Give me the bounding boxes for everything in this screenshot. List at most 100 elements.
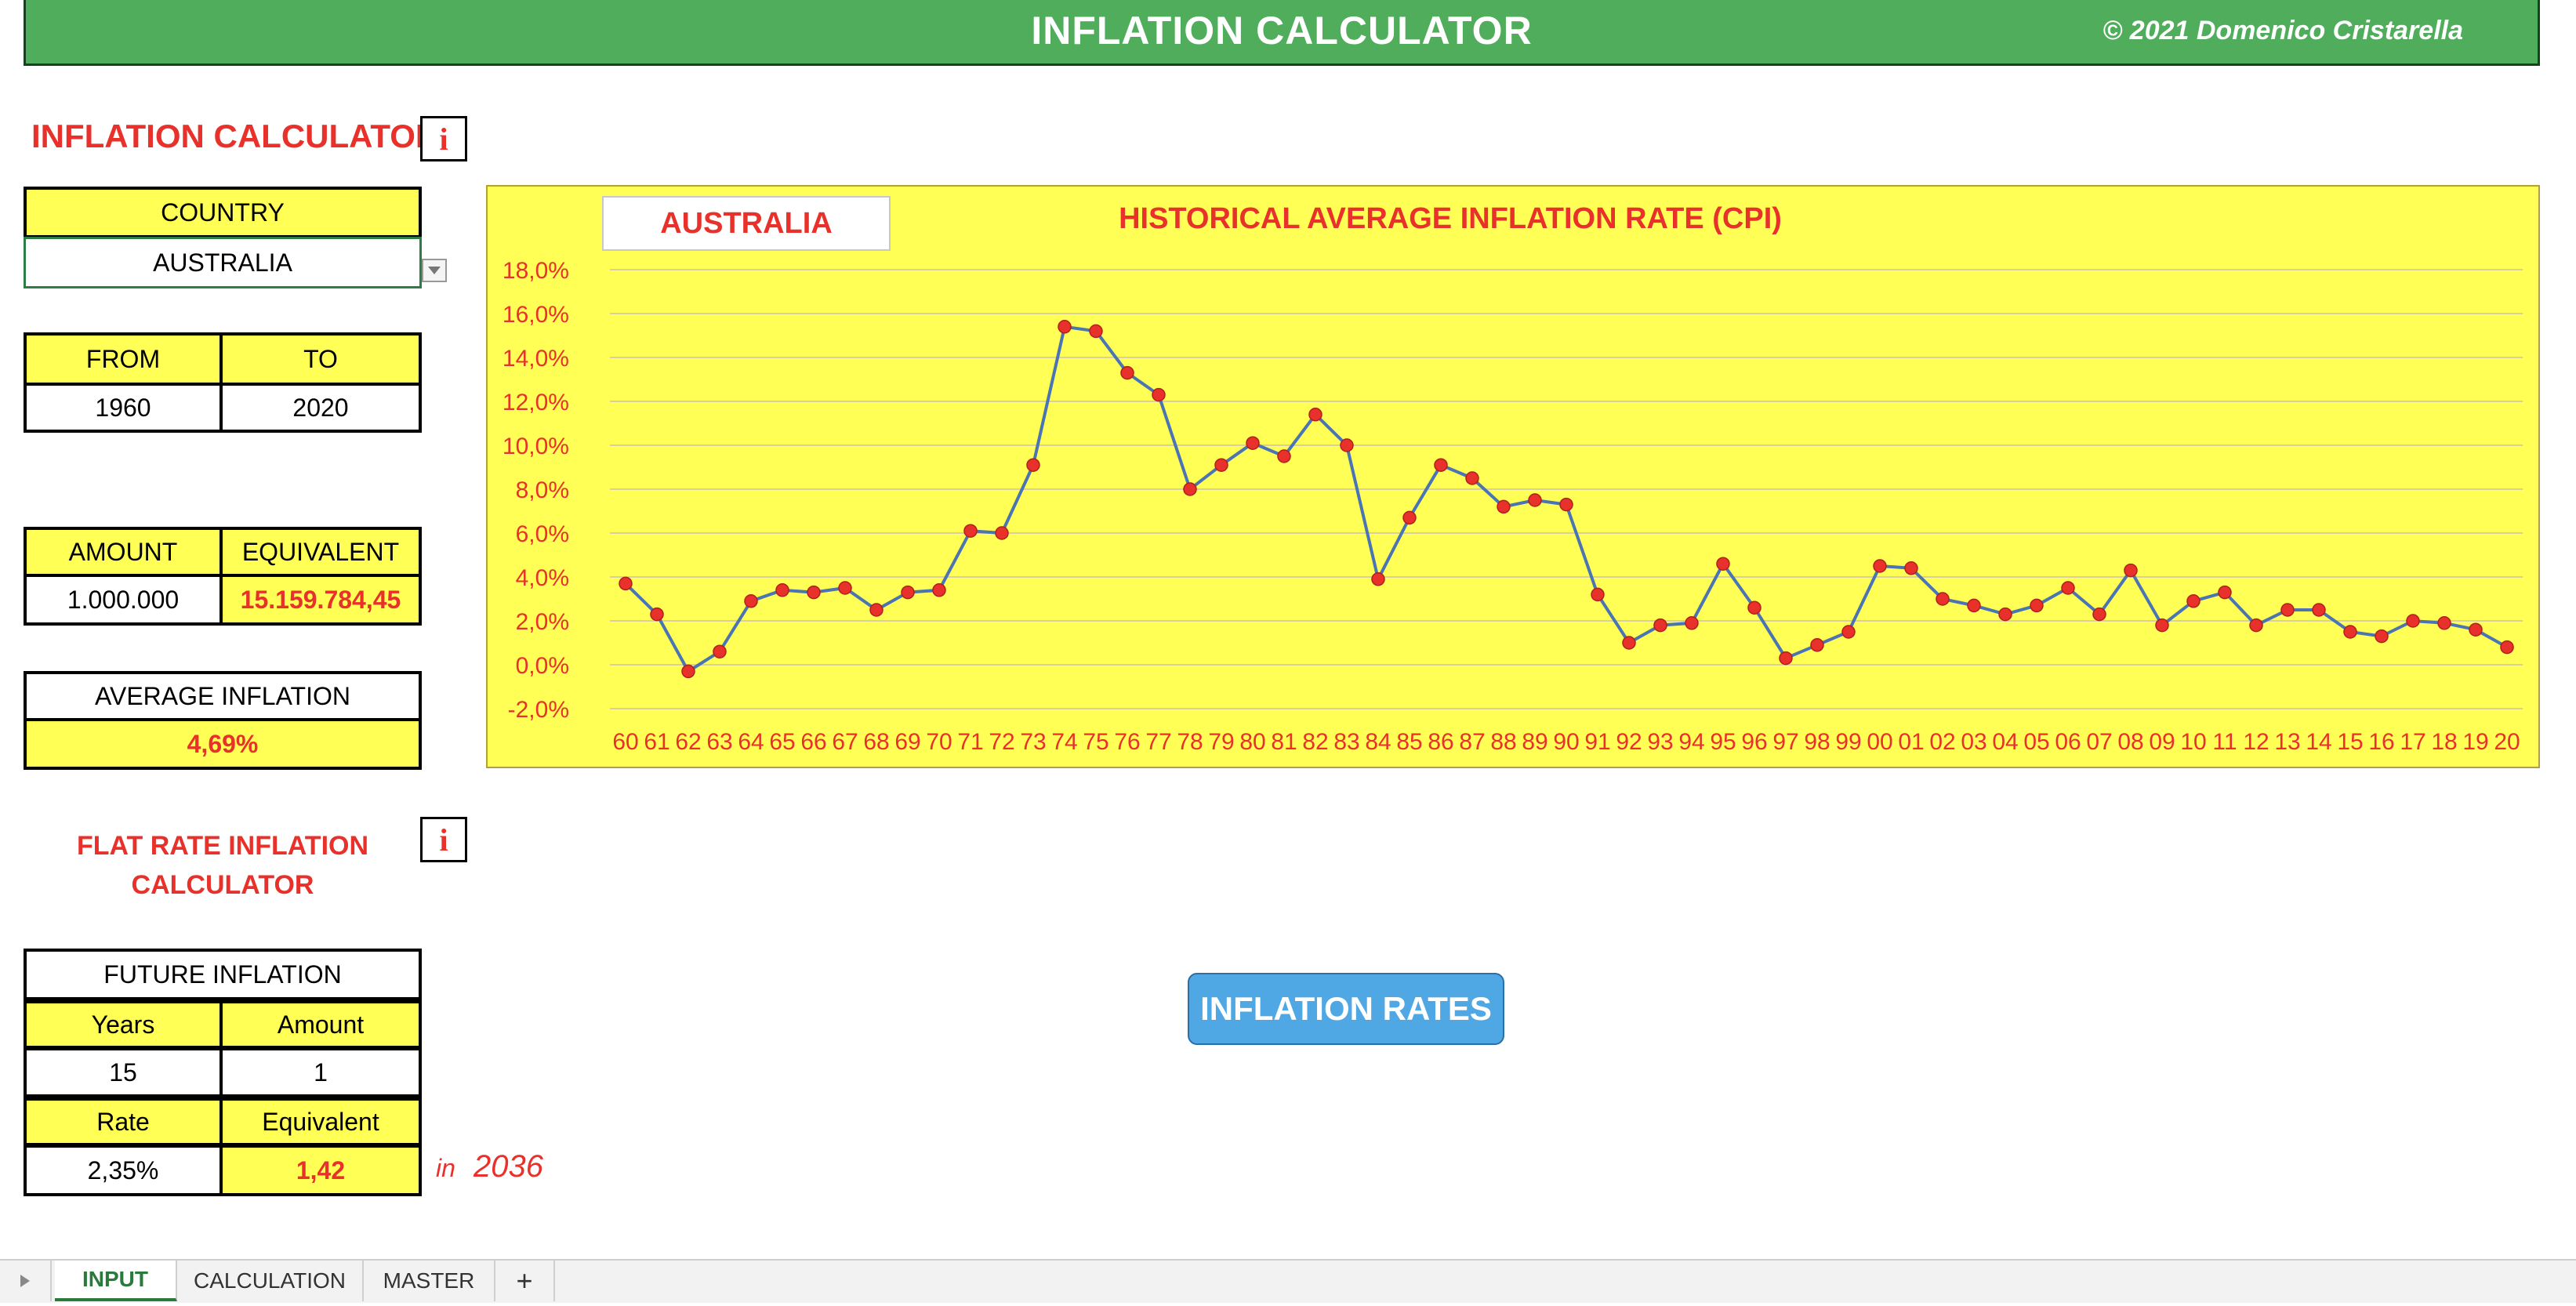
- data-point: [1904, 561, 1918, 575]
- data-point: [807, 585, 821, 600]
- info-icon[interactable]: i: [420, 116, 467, 161]
- chart-title: HISTORICAL AVERAGE INFLATION RATE (CPI): [1119, 202, 1782, 235]
- data-point: [1402, 510, 1417, 525]
- data-point: [1308, 408, 1322, 422]
- data-point: [838, 581, 852, 595]
- data-point: [2280, 603, 2295, 617]
- x-tick-label: 06: [2055, 729, 2081, 755]
- x-tick-label: 76: [1114, 729, 1140, 755]
- rate-input[interactable]: 2,35%: [24, 1145, 223, 1196]
- data-point: [932, 583, 946, 597]
- y-tick-label: 0,0%: [516, 653, 569, 679]
- sheet-nav-button[interactable]: [0, 1261, 52, 1301]
- tab-master[interactable]: MASTER: [364, 1261, 495, 1301]
- x-tick-label: 61: [644, 729, 669, 755]
- x-tick-label: 63: [706, 729, 732, 755]
- data-point: [1779, 651, 1793, 666]
- x-tick-label: 08: [2117, 729, 2143, 755]
- x-tick-label: 10: [2180, 729, 2206, 755]
- inflation-chart: 18,0% 16,0% 14,0% 12,0% 10,0% 8,0% 6,0% 4,0% 2,0…: [486, 185, 2540, 768]
- future-amount-input[interactable]: 1: [220, 1047, 422, 1097]
- x-tick-label: 62: [675, 729, 701, 755]
- data-point: [1371, 572, 1385, 586]
- x-tick-label: 92: [1616, 729, 1642, 755]
- average-inflation-value: 4,69%: [24, 718, 422, 770]
- inflation-rates-button[interactable]: INFLATION RATES: [1188, 973, 1504, 1045]
- x-tick-label: 70: [926, 729, 952, 755]
- amount-input[interactable]: 1.000.000: [24, 574, 223, 626]
- future-amount-label: Amount: [220, 1000, 422, 1049]
- equivalent-label: EQUIVALENT: [220, 527, 422, 577]
- x-tick-label: 78: [1177, 729, 1203, 755]
- flat-rate-heading-line2: CALCULATOR: [131, 870, 314, 900]
- data-point: [901, 585, 915, 600]
- data-point: [1246, 436, 1260, 450]
- future-equivalent-value: 1,42: [220, 1145, 422, 1196]
- tab-calculation[interactable]: CALCULATION: [177, 1261, 364, 1301]
- to-label: TO: [220, 332, 422, 386]
- data-point: [2406, 614, 2420, 628]
- data-point: [1747, 600, 1761, 615]
- from-year-input[interactable]: 1960: [24, 383, 223, 433]
- data-point: [2469, 622, 2483, 637]
- in-label: in: [436, 1154, 455, 1182]
- x-tick-label: 85: [1396, 729, 1422, 755]
- data-point: [775, 583, 789, 597]
- x-tick-label: 12: [2243, 729, 2269, 755]
- data-point: [1277, 449, 1291, 463]
- future-year: 2036: [473, 1149, 543, 1184]
- x-tick-label: 14: [2306, 729, 2331, 755]
- y-tick-label: 12,0%: [503, 390, 569, 415]
- x-tick-label: 82: [1302, 729, 1328, 755]
- data-point: [1559, 497, 1573, 512]
- x-tick-label: 99: [1835, 729, 1861, 755]
- x-tick-label: 05: [2023, 729, 2049, 755]
- data-point: [869, 603, 883, 617]
- info-icon[interactable]: i: [420, 817, 467, 862]
- x-tick-label: 67: [832, 729, 858, 755]
- future-inflation-label: FUTURE INFLATION: [24, 949, 422, 1000]
- data-point: [2092, 607, 2106, 622]
- y-tick-label: 4,0%: [516, 565, 569, 591]
- data-point: [2249, 618, 2263, 633]
- data-point: [1622, 636, 1636, 650]
- x-tick-label: 81: [1271, 729, 1297, 755]
- chevron-down-icon: [428, 267, 441, 274]
- data-point: [1591, 587, 1605, 602]
- country-dropdown-button[interactable]: [422, 259, 447, 282]
- x-tick-label: 83: [1333, 729, 1359, 755]
- x-tick-label: 03: [1961, 729, 1986, 755]
- data-point: [2186, 594, 2200, 608]
- data-point: [1183, 482, 1197, 496]
- x-tick-label: 97: [1772, 729, 1798, 755]
- y-tick-label: -2,0%: [508, 697, 569, 723]
- calculator-heading: INFLATION CALCULATOR: [31, 118, 440, 154]
- add-sheet-button[interactable]: +: [495, 1261, 555, 1301]
- tab-input[interactable]: INPUT: [55, 1261, 177, 1301]
- x-tick-label: 89: [1522, 729, 1547, 755]
- x-tick-label: 65: [769, 729, 795, 755]
- to-year-input[interactable]: 2020: [220, 383, 422, 433]
- x-tick-label: 60: [612, 729, 638, 755]
- title-banner: INFLATION CALCULATOR © 2021 Domenico Cri…: [24, 0, 2540, 66]
- x-tick-label: 18: [2431, 729, 2457, 755]
- rate-label: Rate: [24, 1097, 223, 1146]
- data-point: [1685, 616, 1699, 630]
- x-tick-label: 86: [1428, 729, 1453, 755]
- data-point: [2218, 585, 2232, 600]
- x-tick-label: 80: [1239, 729, 1265, 755]
- future-equivalent-label: Equivalent: [220, 1097, 422, 1146]
- years-input[interactable]: 15: [24, 1047, 223, 1097]
- x-tick-label: 88: [1490, 729, 1516, 755]
- x-tick-label: 07: [2086, 729, 2112, 755]
- data-point: [2343, 625, 2357, 639]
- flat-rate-heading-line1: FLAT RATE INFLATION: [76, 831, 369, 861]
- x-tick-label: 91: [1584, 729, 1610, 755]
- from-label: FROM: [24, 332, 223, 386]
- data-point: [1998, 607, 2012, 622]
- x-tick-label: 16: [2368, 729, 2394, 755]
- chart-svg: 18,0% 16,0% 14,0% 12,0% 10,0% 8,0% 6,0% 4,0% 2,0…: [503, 258, 2523, 755]
- average-inflation-label: AVERAGE INFLATION: [24, 671, 422, 721]
- amount-label: AMOUNT: [24, 527, 223, 577]
- country-select[interactable]: AUSTRALIA: [24, 237, 422, 288]
